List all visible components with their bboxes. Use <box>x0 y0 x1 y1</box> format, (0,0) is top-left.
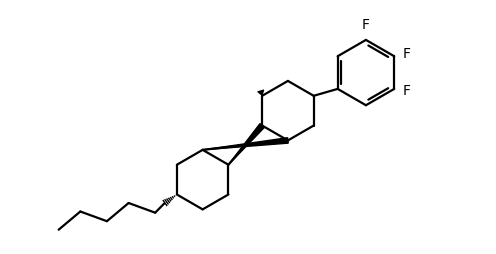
Polygon shape <box>229 124 264 165</box>
Text: F: F <box>402 47 410 61</box>
Text: F: F <box>402 84 410 98</box>
Polygon shape <box>203 138 288 150</box>
Text: F: F <box>362 18 370 32</box>
